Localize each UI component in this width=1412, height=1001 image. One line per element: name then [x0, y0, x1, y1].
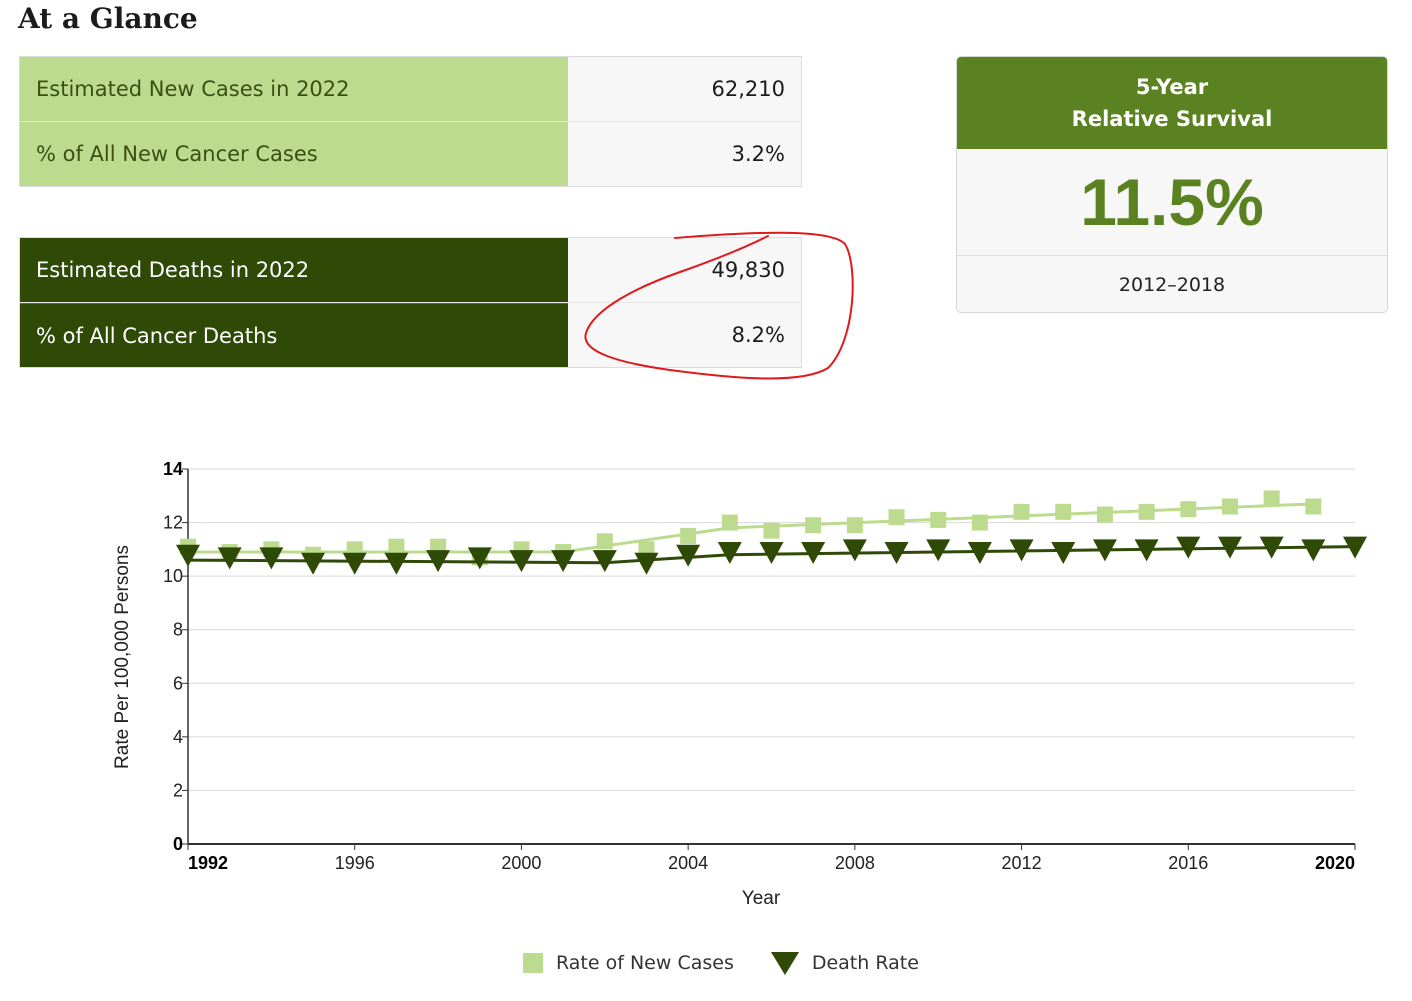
red-annotation-circle	[584, 231, 854, 380]
triangle-down-marker-icon	[770, 952, 799, 975]
data-point	[1180, 501, 1197, 518]
legend-item-new-cases[interactable]: Rate of New Cases	[522, 952, 734, 974]
table-row: % of All Cancer Deaths 8.2%	[20, 302, 801, 367]
series	[176, 490, 1367, 575]
survival-title-line1: 5-Year	[1135, 75, 1209, 99]
x-tick-label: 1992	[188, 853, 228, 873]
y-tick-label: 4	[173, 727, 183, 747]
legend-item-death-rate[interactable]: Death Rate	[770, 950, 919, 976]
data-point	[805, 517, 822, 534]
data-point	[1217, 536, 1242, 559]
y-tick-label: 14	[163, 459, 183, 479]
data-point	[1051, 542, 1076, 565]
data-point	[1301, 539, 1326, 562]
data-point	[1013, 503, 1030, 520]
data-point	[759, 542, 784, 565]
square-marker-icon	[523, 953, 543, 973]
data-point	[634, 552, 659, 575]
data-point	[176, 544, 200, 567]
data-point	[888, 509, 905, 526]
data-point	[926, 539, 951, 562]
x-tick-label: 1996	[335, 853, 375, 873]
x-tick-label: 2016	[1168, 853, 1208, 873]
survival-title-line2: Relative Survival	[1071, 107, 1273, 131]
data-point	[801, 542, 826, 565]
data-point	[680, 527, 697, 544]
data-point	[1055, 503, 1072, 520]
new-cases-value: 62,210	[568, 57, 801, 121]
deaths-label: Estimated Deaths in 2022	[20, 238, 568, 302]
data-point	[1305, 498, 1322, 515]
data-point	[717, 542, 742, 565]
data-point	[846, 517, 863, 534]
x-tick-label: 2008	[835, 853, 875, 873]
rate-chart: 0 2 4 6 8 10 12 14 1992 1996 2000 2004 2008 2012 2016 2…	[112, 459, 1367, 909]
data-point	[592, 550, 617, 573]
data-point	[467, 547, 492, 570]
y-tick-label: 0	[173, 834, 183, 854]
data-point	[1138, 503, 1155, 520]
x-tick-label: 2020	[1315, 853, 1355, 873]
data-point	[596, 533, 613, 550]
y-tick-label: 2	[173, 780, 183, 800]
data-point	[342, 552, 367, 575]
data-point	[217, 547, 242, 570]
x-tick-label: 2012	[1002, 853, 1042, 873]
y-axis-label: Rate Per 100,000 Persons	[112, 545, 133, 769]
survival-value: 11.5%	[957, 149, 1387, 256]
table-row: Estimated Deaths in 2022 49,830	[20, 238, 801, 302]
data-point	[1096, 506, 1113, 523]
data-point	[1259, 536, 1284, 559]
axes	[182, 468, 1356, 850]
data-point	[676, 544, 701, 567]
pct-new-cases-value: 3.2%	[568, 122, 801, 186]
survival-header: 5-Year Relative Survival	[957, 57, 1387, 149]
chart-legend: Rate of New Cases Death Rate	[522, 950, 955, 976]
x-axis-label: Year	[742, 888, 781, 909]
y-tick-label: 6	[173, 673, 183, 693]
data-point	[551, 550, 576, 573]
data-point	[1176, 536, 1201, 559]
table-row: Estimated New Cases in 2022 62,210	[20, 57, 801, 121]
data-point	[384, 552, 409, 575]
pct-deaths-label: % of All Cancer Deaths	[20, 303, 568, 367]
data-point	[388, 538, 405, 555]
data-point	[967, 542, 992, 565]
data-point	[259, 547, 284, 570]
data-point	[763, 522, 780, 539]
survival-card: 5-Year Relative Survival 11.5% 2012–2018	[956, 56, 1388, 313]
survival-years: 2012–2018	[1118, 274, 1226, 296]
tick-labels: 0 2 4 6 8 10 12 14 1992 1996 2000 2004 2008 2012 2016 2…	[163, 459, 1355, 873]
new-cases-label: Estimated New Cases in 2022	[20, 57, 568, 121]
deaths-table: Estimated Deaths in 2022 49,830 % of All…	[19, 237, 802, 368]
legend-label: Rate of New Cases	[556, 952, 734, 974]
data-point	[971, 514, 988, 531]
y-tick-label: 10	[163, 566, 183, 586]
data-point	[1009, 539, 1034, 562]
page-title: At a Glance	[18, 2, 198, 35]
x-tick-label: 2000	[501, 853, 541, 873]
x-tick-label: 2004	[668, 853, 708, 873]
data-point	[1343, 536, 1367, 559]
y-tick-label: 8	[173, 620, 183, 640]
data-point	[1221, 498, 1238, 515]
legend-label: Death Rate	[811, 952, 919, 974]
y-tick-label: 12	[163, 513, 183, 533]
data-point	[1092, 539, 1117, 562]
data-point	[301, 552, 326, 575]
data-point	[509, 550, 534, 573]
data-point	[426, 550, 451, 573]
data-point	[1263, 490, 1280, 507]
data-point	[721, 514, 738, 531]
new-cases-table: Estimated New Cases in 2022 62,210 % of …	[19, 56, 802, 187]
data-point	[1134, 539, 1159, 562]
series-death-rate	[176, 536, 1367, 575]
data-point	[884, 542, 909, 565]
table-row: % of All New Cancer Cases 3.2%	[20, 121, 801, 186]
data-point	[842, 539, 867, 562]
gridlines	[188, 468, 1355, 791]
data-point	[930, 511, 947, 528]
pct-new-cases-label: % of All New Cancer Cases	[20, 122, 568, 186]
